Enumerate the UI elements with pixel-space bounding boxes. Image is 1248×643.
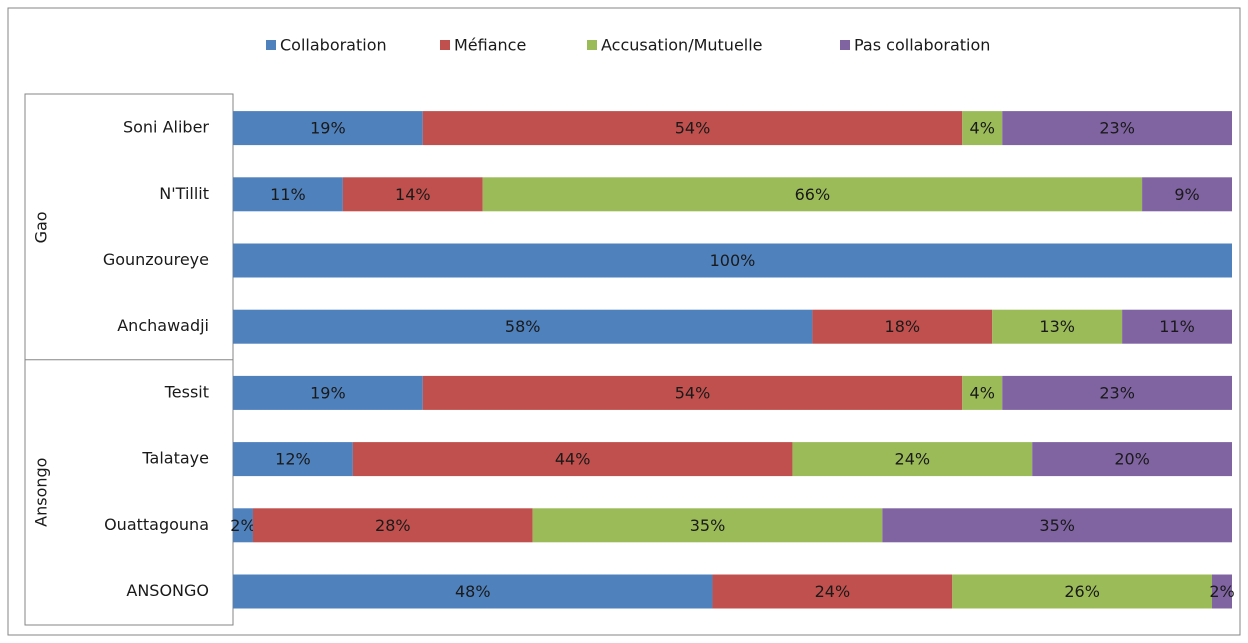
legend-label: Collaboration	[280, 36, 387, 55]
data-label: 58%	[505, 317, 541, 336]
bar-segment	[712, 574, 953, 609]
group-label: Gao	[32, 211, 51, 243]
y-tick-label: Anchawadji	[117, 316, 209, 335]
data-label: 54%	[675, 383, 711, 402]
bar-segment	[233, 508, 253, 543]
legend-label: Pas collaboration	[854, 36, 990, 55]
data-label: 35%	[690, 516, 726, 535]
data-label: 23%	[1099, 119, 1135, 138]
data-label: 54%	[675, 119, 711, 138]
y-tick-label: ANSONGO	[126, 581, 209, 600]
bar-segment	[422, 111, 963, 146]
bar-segment	[1002, 111, 1232, 146]
bar-segment	[532, 508, 883, 543]
y-tick-label: Ouattagouna	[104, 515, 209, 534]
data-label: 18%	[885, 317, 921, 336]
y-tick-label: N'Tillit	[159, 184, 209, 203]
group-label: Ansongo	[32, 458, 51, 527]
data-label: 2%	[230, 516, 255, 535]
bar-segment	[233, 243, 1232, 278]
data-label: 26%	[1064, 582, 1100, 601]
bar-segment	[233, 309, 813, 344]
data-label: 19%	[310, 119, 346, 138]
data-label: 11%	[270, 185, 306, 204]
data-label: 23%	[1099, 383, 1135, 402]
data-label: 4%	[970, 119, 995, 138]
data-label: 11%	[1159, 317, 1195, 336]
bar-segment	[482, 177, 1143, 212]
bar-segment	[812, 309, 993, 344]
legend-swatch	[840, 40, 850, 50]
data-label: 19%	[310, 383, 346, 402]
data-label: 24%	[815, 582, 851, 601]
bar-segment	[233, 111, 423, 146]
legend-label: Accusation/Mutuelle	[601, 36, 763, 55]
y-tick-label: Talataye	[141, 449, 209, 468]
data-label: 4%	[970, 383, 995, 402]
data-label: 14%	[395, 185, 431, 204]
bar-segment	[1032, 442, 1232, 477]
bar-segment	[233, 375, 423, 410]
data-label: 66%	[795, 185, 831, 204]
data-label: 9%	[1174, 185, 1199, 204]
bar-segment	[1142, 177, 1232, 212]
data-label: 13%	[1039, 317, 1075, 336]
data-label: 20%	[1114, 450, 1150, 469]
legend-swatch	[587, 40, 597, 50]
data-label: 12%	[275, 450, 311, 469]
bar-segment	[233, 177, 343, 212]
bar-segment	[352, 442, 793, 477]
bar-segment	[252, 508, 533, 543]
bar-segment	[233, 442, 353, 477]
bar-segment	[882, 508, 1232, 543]
bar-segment	[962, 375, 1003, 410]
data-label: 2%	[1209, 582, 1234, 601]
bar-segment	[1002, 375, 1232, 410]
y-tick-label: Soni Aliber	[123, 118, 209, 137]
data-label: 100%	[710, 251, 756, 270]
legend-label: Méfiance	[454, 36, 526, 55]
data-label: 28%	[375, 516, 411, 535]
bar-segment	[1122, 309, 1232, 344]
bar-segment	[962, 111, 1003, 146]
data-label: 44%	[555, 450, 591, 469]
data-label: 35%	[1039, 516, 1075, 535]
bar-segment	[1212, 574, 1232, 609]
bar-segment	[233, 574, 713, 609]
y-tick-label: Tessit	[164, 382, 209, 401]
bar-segment	[992, 309, 1123, 344]
bar-segment	[342, 177, 483, 212]
legend-swatch	[440, 40, 450, 50]
data-label: 48%	[455, 582, 491, 601]
legend-swatch	[266, 40, 276, 50]
y-tick-label: Gounzoureye	[103, 250, 209, 269]
bar-segment	[792, 442, 1033, 477]
bar-segment	[422, 375, 963, 410]
bar-segment	[952, 574, 1213, 609]
data-label: 24%	[895, 450, 931, 469]
